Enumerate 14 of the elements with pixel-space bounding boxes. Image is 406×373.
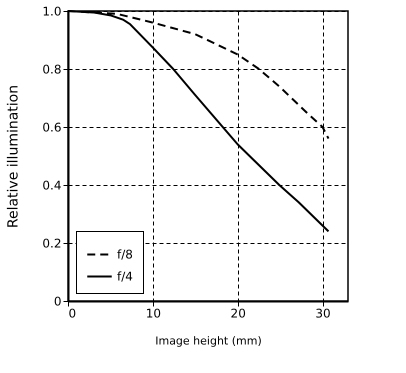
- y-tick-label: 0.4: [42, 178, 62, 192]
- y-tick-label: 0.8: [42, 62, 62, 76]
- y-axis-title: Relative illumination: [5, 84, 22, 228]
- x-tick-label: 30: [315, 306, 331, 320]
- x-axis-title: Image height (mm): [155, 334, 262, 348]
- x-tick-label: 20: [230, 306, 246, 320]
- legend-label: f/4: [117, 270, 133, 284]
- y-tick-label: 0: [54, 294, 62, 308]
- x-tick-label: 0: [68, 306, 76, 320]
- y-tick-label: 0.6: [42, 120, 62, 134]
- x-tick-label: 10: [146, 306, 161, 320]
- y-tick-label: 1.0: [42, 4, 62, 18]
- legend-label: f/8: [117, 248, 133, 262]
- y-tick-label: 0.2: [42, 236, 62, 250]
